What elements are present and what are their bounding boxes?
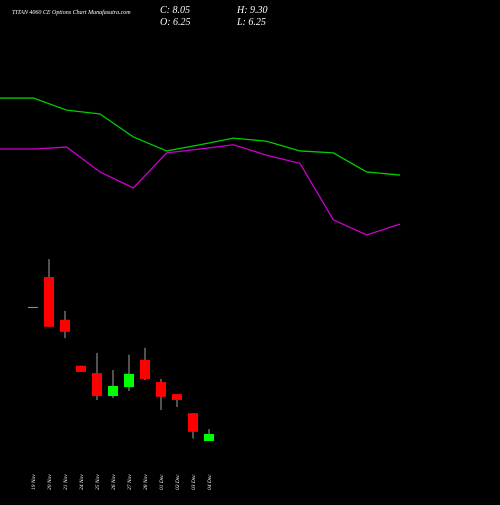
- candle-body: [140, 359, 150, 379]
- candle-body: [156, 382, 166, 397]
- x-tick-label: 04 Dec: [206, 474, 213, 490]
- candle-body: [172, 394, 182, 400]
- x-tick-label: 20 Nov: [47, 474, 53, 490]
- candle-body: [92, 373, 102, 397]
- candle-body: [44, 277, 54, 327]
- low-label: L: 6.25: [236, 17, 266, 28]
- x-tick-label: 27 Nov: [127, 474, 133, 490]
- x-tick-label: 25 Nov: [95, 474, 101, 490]
- candle-body: [204, 433, 214, 441]
- candle-body: [76, 365, 86, 372]
- x-tick-label: 19 Nov: [31, 474, 37, 490]
- candle-body: [108, 385, 118, 397]
- candle-body: [188, 413, 198, 432]
- candle-body: [60, 319, 70, 332]
- x-tick-label: 24 Nov: [78, 474, 85, 490]
- x-tick-label: 28 Nov: [143, 474, 149, 490]
- x-tick-label: 01 Dec: [159, 474, 165, 490]
- x-tick-label: 21 Nov: [63, 474, 69, 490]
- close-label: C: 8.05: [160, 5, 190, 16]
- chart-title: TITAN 4060 CE Options Chart Munafasutra.…: [12, 9, 131, 16]
- candle-body: [28, 306, 38, 308]
- x-tick-label: 03 Dec: [191, 474, 197, 490]
- line: [0, 144, 401, 236]
- high-label: H: 9.30: [236, 5, 268, 16]
- candle-body: [124, 373, 134, 388]
- x-tick-label: 02 Dec: [175, 474, 181, 490]
- open-label: O: 6.25: [160, 17, 191, 28]
- line: [0, 97, 401, 176]
- x-tick-label: 26 Nov: [111, 474, 117, 490]
